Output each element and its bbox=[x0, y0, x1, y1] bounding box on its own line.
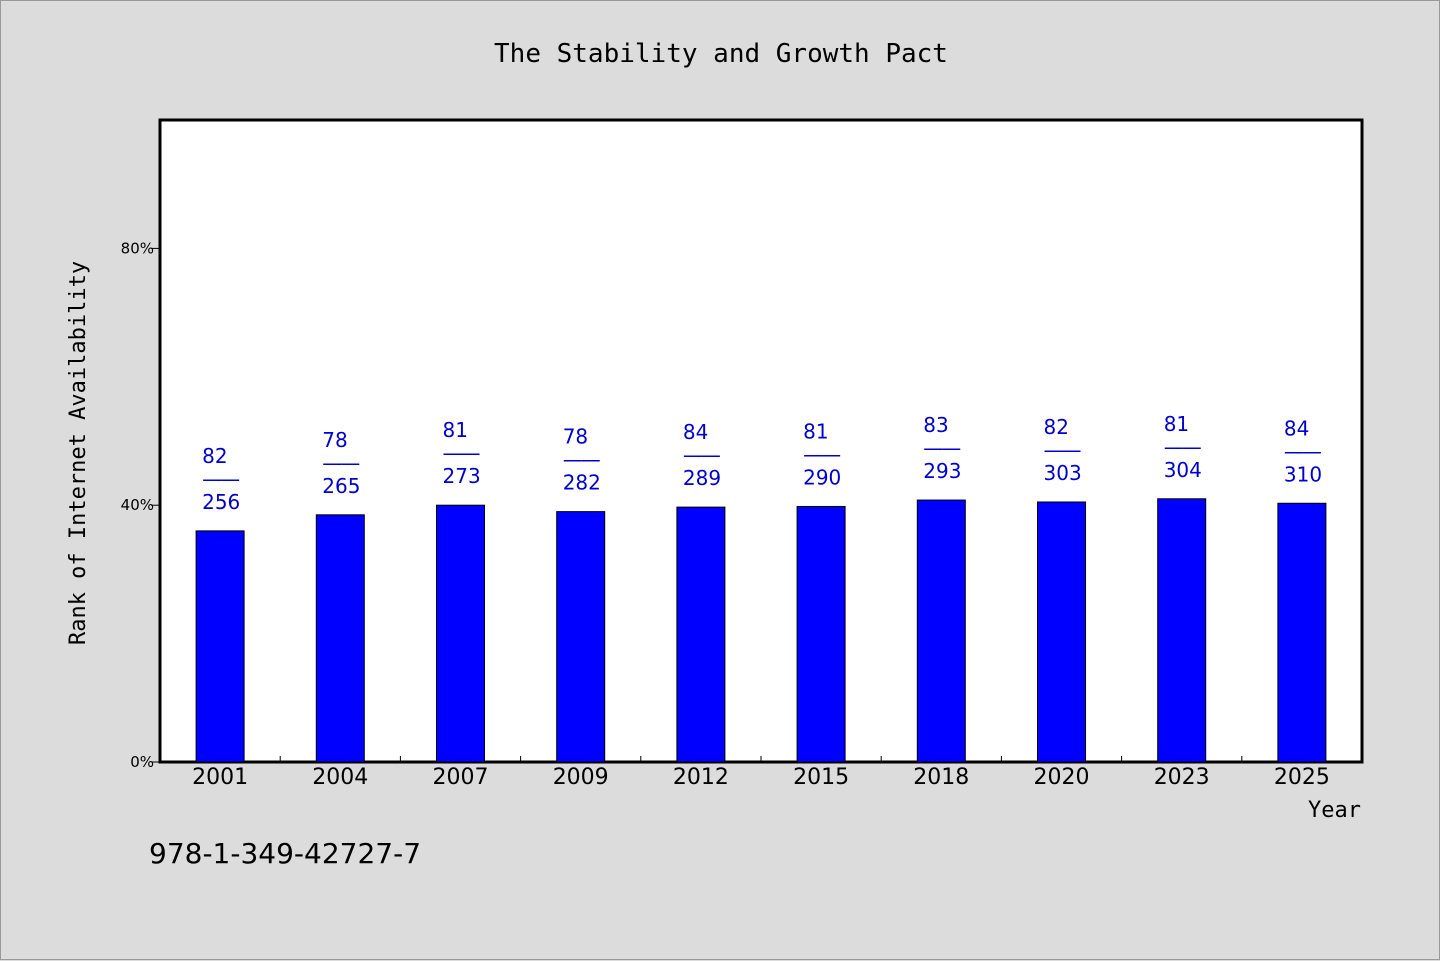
x-tick-label: 2001 bbox=[192, 765, 248, 790]
y-tick-label: 40% bbox=[121, 496, 154, 514]
data-label-top: 81 bbox=[1164, 412, 1189, 436]
x-tick-label: 2018 bbox=[913, 765, 969, 790]
y-tick-label: 0% bbox=[130, 753, 154, 771]
chart-title: The Stability and Growth Pact bbox=[494, 39, 948, 69]
y-axis-label: Rank of Internet Availability bbox=[66, 261, 91, 645]
x-tick-label: 2020 bbox=[1034, 765, 1090, 790]
x-tick-label: 2007 bbox=[433, 765, 489, 790]
data-labels: 82——25678——26581——27378——28284——28981——2… bbox=[202, 412, 1324, 514]
data-label-top: 82 bbox=[1044, 415, 1069, 439]
x-axis: 2001 2004 2007 2009 2012 2015 2018 2020 2023 2025 bbox=[192, 756, 1330, 790]
data-label-separator: —— bbox=[1284, 439, 1322, 463]
bar bbox=[1037, 501, 1086, 763]
bar bbox=[195, 530, 245, 763]
data-label-separator: —— bbox=[563, 448, 601, 472]
data-label-separator: —— bbox=[443, 441, 481, 465]
footnote-isbn: 978-1-349-42727-7 bbox=[149, 837, 421, 870]
bar bbox=[1157, 498, 1207, 763]
x-tick-label: 2025 bbox=[1274, 765, 1330, 790]
bars bbox=[195, 498, 1327, 763]
data-label-bottom: 310 bbox=[1284, 462, 1322, 486]
data-label-bottom: 290 bbox=[803, 465, 841, 489]
bar bbox=[796, 505, 846, 763]
data-label-top: 81 bbox=[443, 418, 468, 442]
x-tick-label: 2015 bbox=[793, 765, 849, 790]
data-label-top: 78 bbox=[322, 428, 347, 452]
data-label-bottom: 289 bbox=[683, 466, 721, 490]
data-label-top: 84 bbox=[1284, 416, 1309, 440]
y-tick-label: 80% bbox=[121, 239, 154, 257]
data-label-top: 83 bbox=[923, 413, 948, 437]
data-label-separator: —— bbox=[322, 451, 360, 475]
y-axis: 0% 40% 80% bbox=[121, 239, 160, 771]
bar bbox=[556, 511, 606, 763]
data-label-separator: —— bbox=[923, 436, 961, 460]
bar bbox=[1277, 502, 1327, 763]
data-label-bottom: 265 bbox=[322, 474, 360, 498]
bar bbox=[676, 506, 726, 763]
data-label-separator: —— bbox=[1044, 438, 1082, 462]
data-label-top: 81 bbox=[803, 419, 828, 443]
bar bbox=[315, 514, 365, 763]
data-label-bottom: 304 bbox=[1164, 458, 1202, 482]
data-label-separator: —— bbox=[202, 467, 240, 491]
x-axis-label: Year bbox=[1308, 798, 1361, 823]
data-label-separator: —— bbox=[803, 442, 841, 466]
data-label-separator: —— bbox=[683, 443, 721, 467]
data-label-top: 78 bbox=[563, 425, 588, 449]
data-label-bottom: 293 bbox=[923, 459, 961, 483]
x-tick-label: 2023 bbox=[1154, 765, 1210, 790]
bar bbox=[436, 504, 485, 763]
x-tick-label: 2012 bbox=[673, 765, 729, 790]
x-tick-label: 2004 bbox=[312, 765, 368, 790]
data-label-bottom: 273 bbox=[443, 464, 481, 488]
data-label-top: 82 bbox=[202, 444, 227, 468]
data-label-bottom: 256 bbox=[202, 490, 240, 514]
data-label-bottom: 303 bbox=[1044, 461, 1082, 485]
x-tick-label: 2009 bbox=[553, 765, 609, 790]
data-label-bottom: 282 bbox=[563, 471, 601, 495]
data-label-top: 84 bbox=[683, 420, 708, 444]
bar bbox=[916, 499, 966, 763]
data-label-separator: —— bbox=[1164, 435, 1202, 459]
